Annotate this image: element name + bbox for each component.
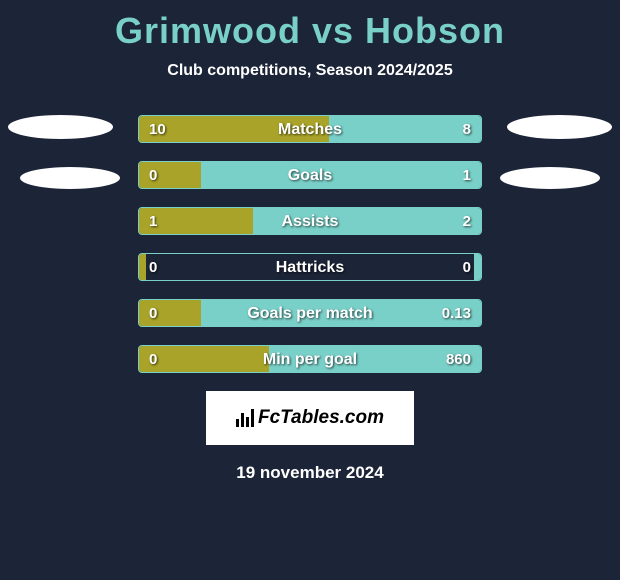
stat-value-right: 2 bbox=[463, 208, 471, 235]
comparison-chart: Matches108Goals01Assists12Hattricks00Goa… bbox=[0, 115, 620, 373]
stat-value-right: 0 bbox=[463, 254, 471, 281]
stat-row: Goals per match0 0.13 bbox=[138, 299, 482, 327]
stat-row: Assists1 2 bbox=[138, 207, 482, 235]
stat-label: Goals bbox=[139, 162, 481, 189]
chart-icon bbox=[236, 409, 254, 427]
stat-row: Hattricks0 0 bbox=[138, 253, 482, 281]
brand-text: FcTables.com bbox=[258, 407, 384, 429]
stat-value-left: 0 bbox=[149, 162, 157, 189]
stat-value-left: 0 bbox=[149, 346, 157, 373]
stat-value-left: 10 bbox=[149, 116, 166, 143]
stat-label: Hattricks bbox=[139, 254, 481, 281]
stat-value-right: 860 bbox=[446, 346, 471, 373]
stat-bars-container: Matches108Goals01Assists12Hattricks00Goa… bbox=[138, 115, 482, 373]
stat-label: Min per goal bbox=[139, 346, 481, 373]
stat-value-right: 8 bbox=[463, 116, 471, 143]
stat-label: Goals per match bbox=[139, 300, 481, 327]
player-left-photo-placeholder bbox=[8, 115, 113, 139]
brand-logo: FcTables.com bbox=[236, 407, 384, 429]
stat-label: Matches bbox=[139, 116, 481, 143]
date-caption: 19 november 2024 bbox=[0, 463, 620, 483]
stat-row: Matches10 8 bbox=[138, 115, 482, 143]
stat-row: Min per goal0 860 bbox=[138, 345, 482, 373]
stat-row: Goals0 1 bbox=[138, 161, 482, 189]
stat-value-left: 0 bbox=[149, 300, 157, 327]
stat-value-right: 0.13 bbox=[442, 300, 471, 327]
comparison-title: Grimwood vs Hobson bbox=[0, 0, 620, 52]
team-left-logo-placeholder bbox=[20, 167, 120, 189]
stat-value-left: 1 bbox=[149, 208, 157, 235]
stat-label: Assists bbox=[139, 208, 481, 235]
brand-logo-box: FcTables.com bbox=[206, 391, 414, 445]
player-right-photo-placeholder bbox=[507, 115, 612, 139]
comparison-subtitle: Club competitions, Season 2024/2025 bbox=[0, 62, 620, 80]
stat-value-right: 1 bbox=[463, 162, 471, 189]
stat-value-left: 0 bbox=[149, 254, 157, 281]
team-right-logo-placeholder bbox=[500, 167, 600, 189]
